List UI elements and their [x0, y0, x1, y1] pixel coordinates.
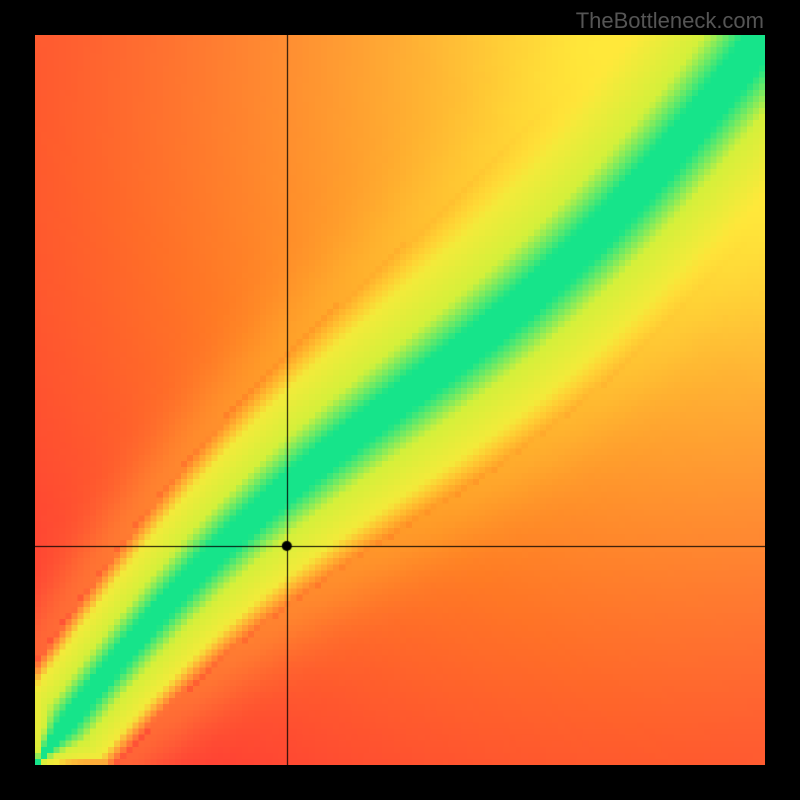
- figure-container: TheBottleneck.com: [0, 0, 800, 800]
- crosshair-overlay: [35, 35, 765, 765]
- watermark-text: TheBottleneck.com: [576, 8, 764, 34]
